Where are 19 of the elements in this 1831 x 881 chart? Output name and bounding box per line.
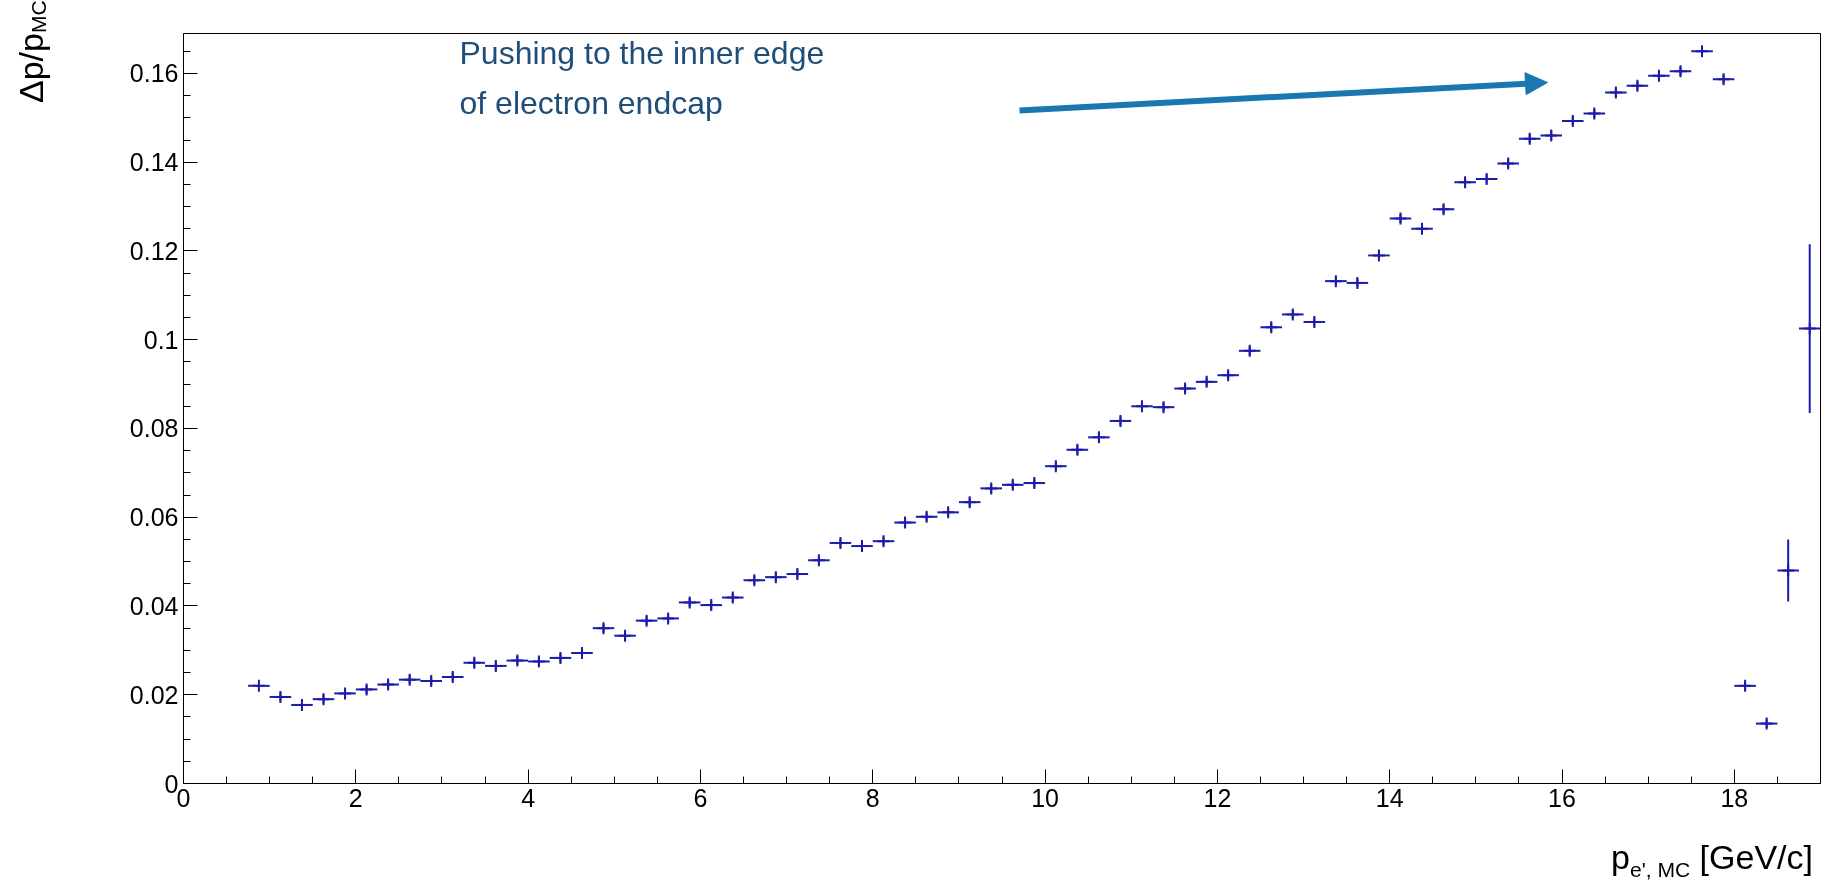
- x-tick-label: 2: [348, 783, 363, 812]
- y-tick-label: 0.14: [129, 148, 179, 177]
- y-tick-label: 0.06: [129, 503, 179, 532]
- y-tick-label: 0.12: [129, 236, 179, 265]
- y-tick-label: 0.08: [129, 414, 179, 443]
- x-tick-label: 18: [1720, 783, 1749, 812]
- x-tick-label: 16: [1548, 783, 1576, 812]
- x-tick-label: 12: [1203, 783, 1232, 812]
- x-tick-label: 10: [1031, 783, 1059, 812]
- x-tick-label: 14: [1375, 783, 1404, 812]
- x-tick-label: 4: [521, 783, 536, 812]
- x-axis-title: p$_{e', MC}$ [GeV/c]: [1610, 837, 1814, 881]
- x-tick-label: 6: [693, 783, 708, 812]
- y-tick-label: 0.1: [143, 325, 179, 354]
- y-tick-label: 0.04: [129, 591, 179, 620]
- annotation: Pushing to the inner edge of electron endcap: [459, 34, 825, 121]
- y-tick-label: 0.02: [129, 680, 179, 709]
- y-tick-label: 0.16: [129, 59, 179, 88]
- x-tick-label: 8: [865, 783, 880, 812]
